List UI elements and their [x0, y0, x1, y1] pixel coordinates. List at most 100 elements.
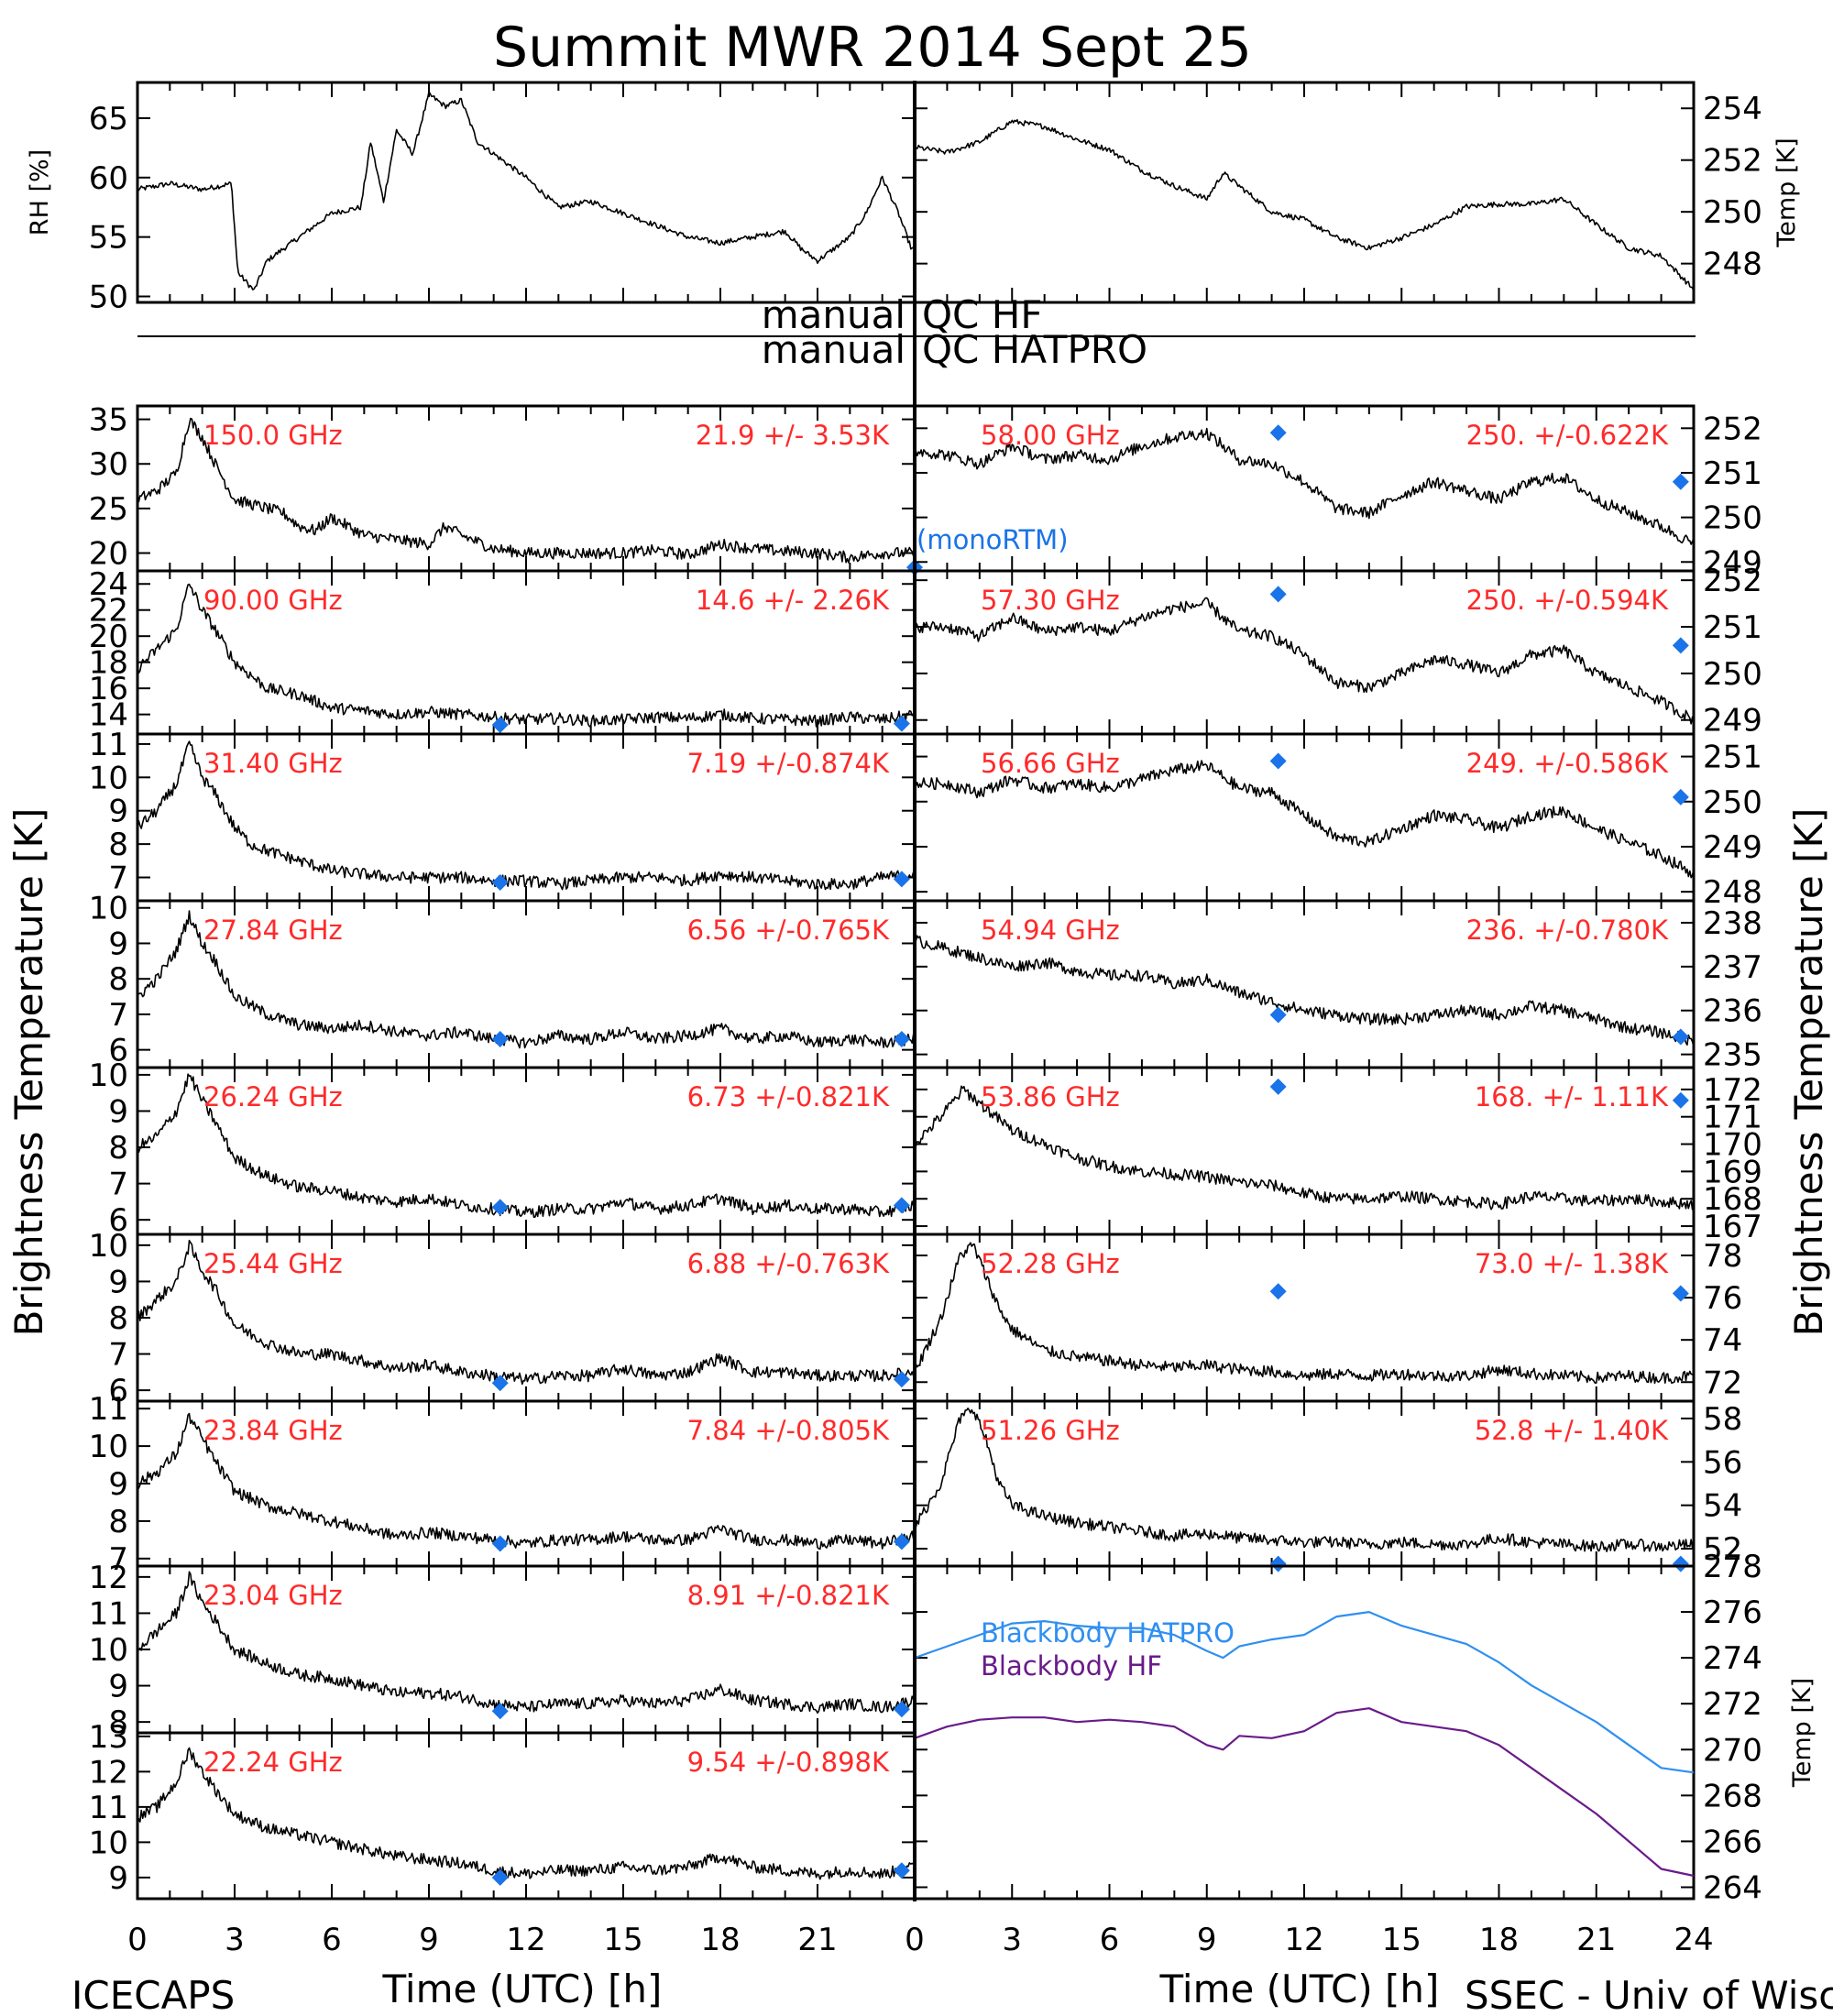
x-tick-label-left: 6 [322, 1922, 342, 1958]
bb-hf-legend: Blackbody HF [981, 1650, 1162, 1682]
model-point-31-0 [491, 873, 509, 891]
y-tick-label-25: 9 [108, 1264, 128, 1300]
y-tick-label-58: 250 [1703, 500, 1762, 537]
y-tick-label-bb: 278 [1703, 1549, 1762, 1585]
series-line-51-0 [914, 1408, 1695, 1552]
y-tick-label-31: 8 [108, 827, 128, 863]
y-tick-label-23_04: 8 [108, 1704, 128, 1741]
x-tick-label-right: 24 [1674, 1922, 1713, 1958]
panel-150: 20 25 30 35 150.0 GHz 21.9 +/- 3.53K [89, 402, 923, 576]
stat-label-26: 6.73 +/-0.821K [687, 1081, 890, 1112]
stat-label-22: 9.54 +/-0.898K [687, 1747, 890, 1778]
freq-label-90: 90.00 GHz [203, 585, 343, 616]
freq-label-23_84: 23.84 GHz [203, 1415, 343, 1446]
y-tick-label-rh: 65 [89, 101, 128, 137]
model-point-25-1 [893, 1371, 910, 1388]
y-tick-label-54: 238 [1703, 905, 1762, 942]
x-tick-label-left: 9 [419, 1922, 439, 1958]
y-tick-label-25: 6 [108, 1373, 128, 1409]
y-tick-label-53: 168 [1703, 1181, 1762, 1218]
series-line-56-0 [914, 760, 1695, 879]
chart-title: Summit MWR 2014 Sept 25 [493, 16, 1252, 80]
panel-52: 72 74 76 78 52.28 GHz 73.0 +/- 1.38K [913, 1233, 1742, 1403]
y-tick-label-22: 12 [89, 1754, 128, 1791]
model-point-22-1 [893, 1862, 910, 1879]
bb-hatpro-legend: Blackbody HATPRO [981, 1617, 1235, 1649]
panel-51: 52 54 56 58 51.26 GHz 52.8 +/- 1.40K [913, 1399, 1742, 1572]
stat-label-51: 52.8 +/- 1.40K [1475, 1415, 1669, 1446]
y-tick-label-22: 10 [89, 1824, 128, 1861]
y-tick-label-25: 10 [89, 1228, 128, 1265]
series-line-bb-1 [914, 1707, 1695, 1878]
series-line-57-0 [914, 597, 1695, 725]
model-point-23_84-0 [491, 1535, 509, 1552]
freq-label-58: 58.00 GHz [981, 420, 1120, 451]
panel-bb: 264 266 268 270 272 274 276 278 Temp [K] [913, 1549, 1817, 1906]
y-tick-label-25: 7 [108, 1337, 128, 1374]
y-tick-label-53: 172 [1703, 1072, 1762, 1109]
qc-hatpro-left-label: manual [762, 327, 906, 372]
series-line-26-0 [137, 1073, 916, 1219]
stat-label-31: 7.19 +/-0.874K [687, 748, 890, 779]
series-line-bb-0 [914, 1611, 1695, 1774]
y-tick-label-58: 251 [1703, 455, 1762, 492]
model-point-23_84-1 [893, 1533, 910, 1550]
y-tick-label-150: 30 [89, 446, 128, 483]
model-point-27-0 [491, 1031, 509, 1048]
y-tick-label-53: 169 [1703, 1154, 1762, 1190]
series-line-temp-0 [914, 118, 1695, 292]
stat-label-52: 73.0 +/- 1.38K [1475, 1248, 1669, 1279]
y-tick-label-56: 248 [1703, 874, 1762, 911]
y-tick-label-bb: 272 [1703, 1686, 1762, 1723]
model-point-23_04-1 [893, 1701, 910, 1718]
y-tick-label-26: 6 [108, 1202, 128, 1239]
y-tick-label-26: 8 [108, 1130, 128, 1167]
model-point-26-0 [491, 1199, 509, 1216]
model-point-57-0 [1269, 586, 1287, 603]
series-line-54-0 [914, 935, 1695, 1047]
y-tick-label-31: 7 [108, 860, 128, 897]
y-tick-label-57: 250 [1703, 656, 1762, 693]
y-tick-label-51: 58 [1703, 1401, 1742, 1438]
y-tick-label-23_84: 9 [108, 1466, 128, 1503]
y-tick-label-31: 11 [89, 727, 128, 763]
model-point-58-0 [1269, 424, 1287, 442]
y-tick-label-56: 249 [1703, 829, 1762, 866]
y-tick-label-58: 252 [1703, 411, 1762, 447]
freq-label-25: 25.44 GHz [203, 1248, 343, 1279]
y-tick-label-rh: 60 [89, 160, 128, 197]
panel-57: 249 250 251 252 57.30 GHz 250. +/-0.594K [913, 563, 1762, 740]
stat-label-56: 249. +/-0.586K [1466, 748, 1669, 779]
x-axis-label-right: Time (UTC) [h] [1159, 1967, 1440, 2011]
series-line-27-0 [137, 910, 916, 1049]
y-tick-label-rh: 50 [89, 279, 128, 316]
y-tick-label-bb: 268 [1703, 1778, 1762, 1814]
model-point-53-0 [1269, 1078, 1287, 1095]
y-tick-label-26: 10 [89, 1057, 128, 1094]
stat-label-54: 236. +/-0.780K [1466, 915, 1669, 946]
y-tick-label-31: 9 [108, 794, 128, 830]
y-tick-label-bb: 266 [1703, 1824, 1762, 1860]
y-tick-label-27: 10 [89, 891, 128, 927]
y-tick-label-rh: 55 [89, 220, 128, 257]
y-tick-label-90: 18 [89, 645, 128, 682]
y-tick-label-52: 72 [1703, 1364, 1742, 1401]
y-tick-label-23_04: 12 [89, 1560, 128, 1596]
stat-label-150: 21.9 +/- 3.53K [696, 420, 890, 451]
y-tick-label-54: 237 [1703, 949, 1762, 986]
y-tick-label-26: 7 [108, 1167, 128, 1203]
model-point-58-1 [1672, 473, 1689, 490]
stat-label-23_04: 8.91 +/-0.821K [687, 1580, 890, 1611]
x-tick-label-left: 18 [700, 1922, 740, 1958]
stat-label-58: 250. +/-0.622K [1466, 420, 1669, 451]
series-line-90-0 [137, 583, 916, 728]
freq-label-150: 150.0 GHz [203, 420, 343, 451]
freq-label-52: 52.28 GHz [981, 1248, 1120, 1279]
y-tick-label-temp: 250 [1703, 194, 1762, 231]
model-point-52-1 [1672, 1285, 1689, 1302]
